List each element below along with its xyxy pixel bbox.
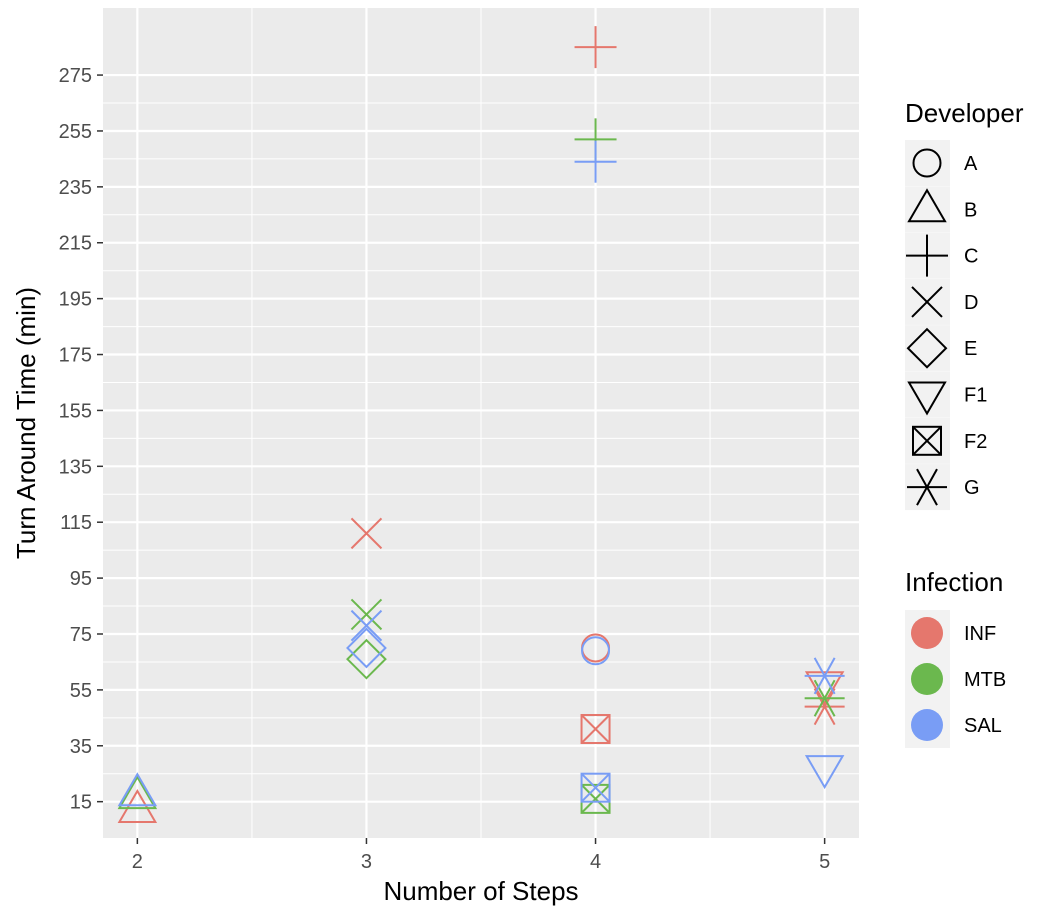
legend-key-bg	[905, 140, 950, 186]
legend-key-e-icon	[906, 327, 948, 369]
y-tick-label: 155	[59, 400, 92, 422]
y-tick-label: 15	[70, 792, 92, 814]
y-tick-label: 135	[59, 456, 92, 478]
y-tick-label: 175	[59, 345, 92, 367]
point-g-inf	[804, 688, 845, 726]
point-b-inf	[117, 789, 158, 824]
legend-key-sal-dot-icon	[911, 709, 943, 741]
point-b-sal	[117, 772, 158, 807]
legend-label-developer: A	[964, 153, 978, 175]
x-tick-label: 2	[132, 851, 143, 873]
y-tick-label: 195	[59, 289, 92, 311]
developer-legend: A B C D E F1 F2 G	[905, 140, 987, 511]
data-points	[117, 26, 845, 824]
point-f2-inf	[580, 714, 611, 745]
legend-label-developer: G	[964, 477, 980, 499]
legend-label-infection: SAL	[964, 715, 1002, 737]
x-axis-title: Number of Steps	[383, 876, 578, 906]
point-f2-sal	[580, 772, 611, 803]
point-d-mtb	[350, 598, 383, 631]
y-tick-label: 215	[59, 233, 92, 255]
point-f1-sal	[804, 755, 845, 790]
legend-key-a-icon	[912, 148, 942, 178]
point-d-sal	[350, 609, 383, 642]
x-tick-label: 3	[361, 851, 372, 873]
y-tick-label: 95	[70, 568, 92, 590]
minor-grid	[103, 8, 859, 838]
legend-key-g-icon	[907, 468, 947, 506]
legend-label-developer: F2	[964, 431, 987, 453]
point-e-mtb	[346, 638, 387, 680]
legend-label-infection: INF	[964, 623, 996, 645]
point-c-inf	[574, 26, 617, 69]
point-f1-inf	[804, 671, 845, 706]
y-tick-label: 75	[70, 624, 92, 646]
legend-key-f2-icon	[912, 425, 942, 456]
infection-legend-title: Infection	[905, 567, 1003, 597]
point-c-sal	[574, 140, 617, 183]
x-axis: 2 3 4 5	[132, 838, 830, 873]
point-g-sal	[804, 657, 845, 695]
point-d-inf	[350, 517, 383, 550]
y-tick-label: 275	[59, 65, 92, 87]
legend-key-inf-dot-icon	[911, 617, 943, 649]
y-tick-label: 115	[60, 512, 92, 534]
legend-label-infection: MTB	[964, 669, 1006, 691]
infection-legend: INF MTB SAL	[905, 610, 1006, 748]
point-a-sal	[581, 636, 611, 666]
y-axis: 15 35 55 75 95 115 135 155 175 195 215 235 255 275	[59, 65, 103, 814]
legend-key-bg	[905, 186, 950, 233]
developer-legend-title: Developer	[905, 98, 1024, 128]
y-axis-title: Turn Around Time (min)	[11, 287, 41, 559]
legend-label-developer: D	[964, 292, 978, 314]
x-tick-label: 4	[590, 851, 601, 873]
legend-label-developer: C	[964, 246, 978, 268]
legend-label-developer: B	[964, 199, 977, 221]
legend-key-f1-icon	[907, 381, 947, 416]
point-b-mtb	[117, 775, 158, 810]
legend-key-d-icon	[911, 286, 943, 318]
y-tick-label: 35	[70, 736, 92, 758]
legend-label-developer: E	[964, 338, 977, 360]
y-tick-label: 255	[59, 121, 92, 143]
legend-key-b-icon	[907, 188, 947, 223]
legend-key-c-icon	[906, 234, 948, 277]
legend-key-bg	[905, 325, 950, 372]
y-tick-label: 235	[59, 177, 92, 199]
x-tick-label: 5	[819, 851, 830, 873]
point-e-sal	[346, 627, 387, 669]
legend-key-bg	[905, 371, 950, 418]
major-grid	[103, 8, 859, 838]
y-tick-label: 55	[70, 680, 92, 702]
legend-label-developer: F1	[964, 385, 987, 407]
legend-key-mtb-dot-icon	[911, 663, 943, 695]
